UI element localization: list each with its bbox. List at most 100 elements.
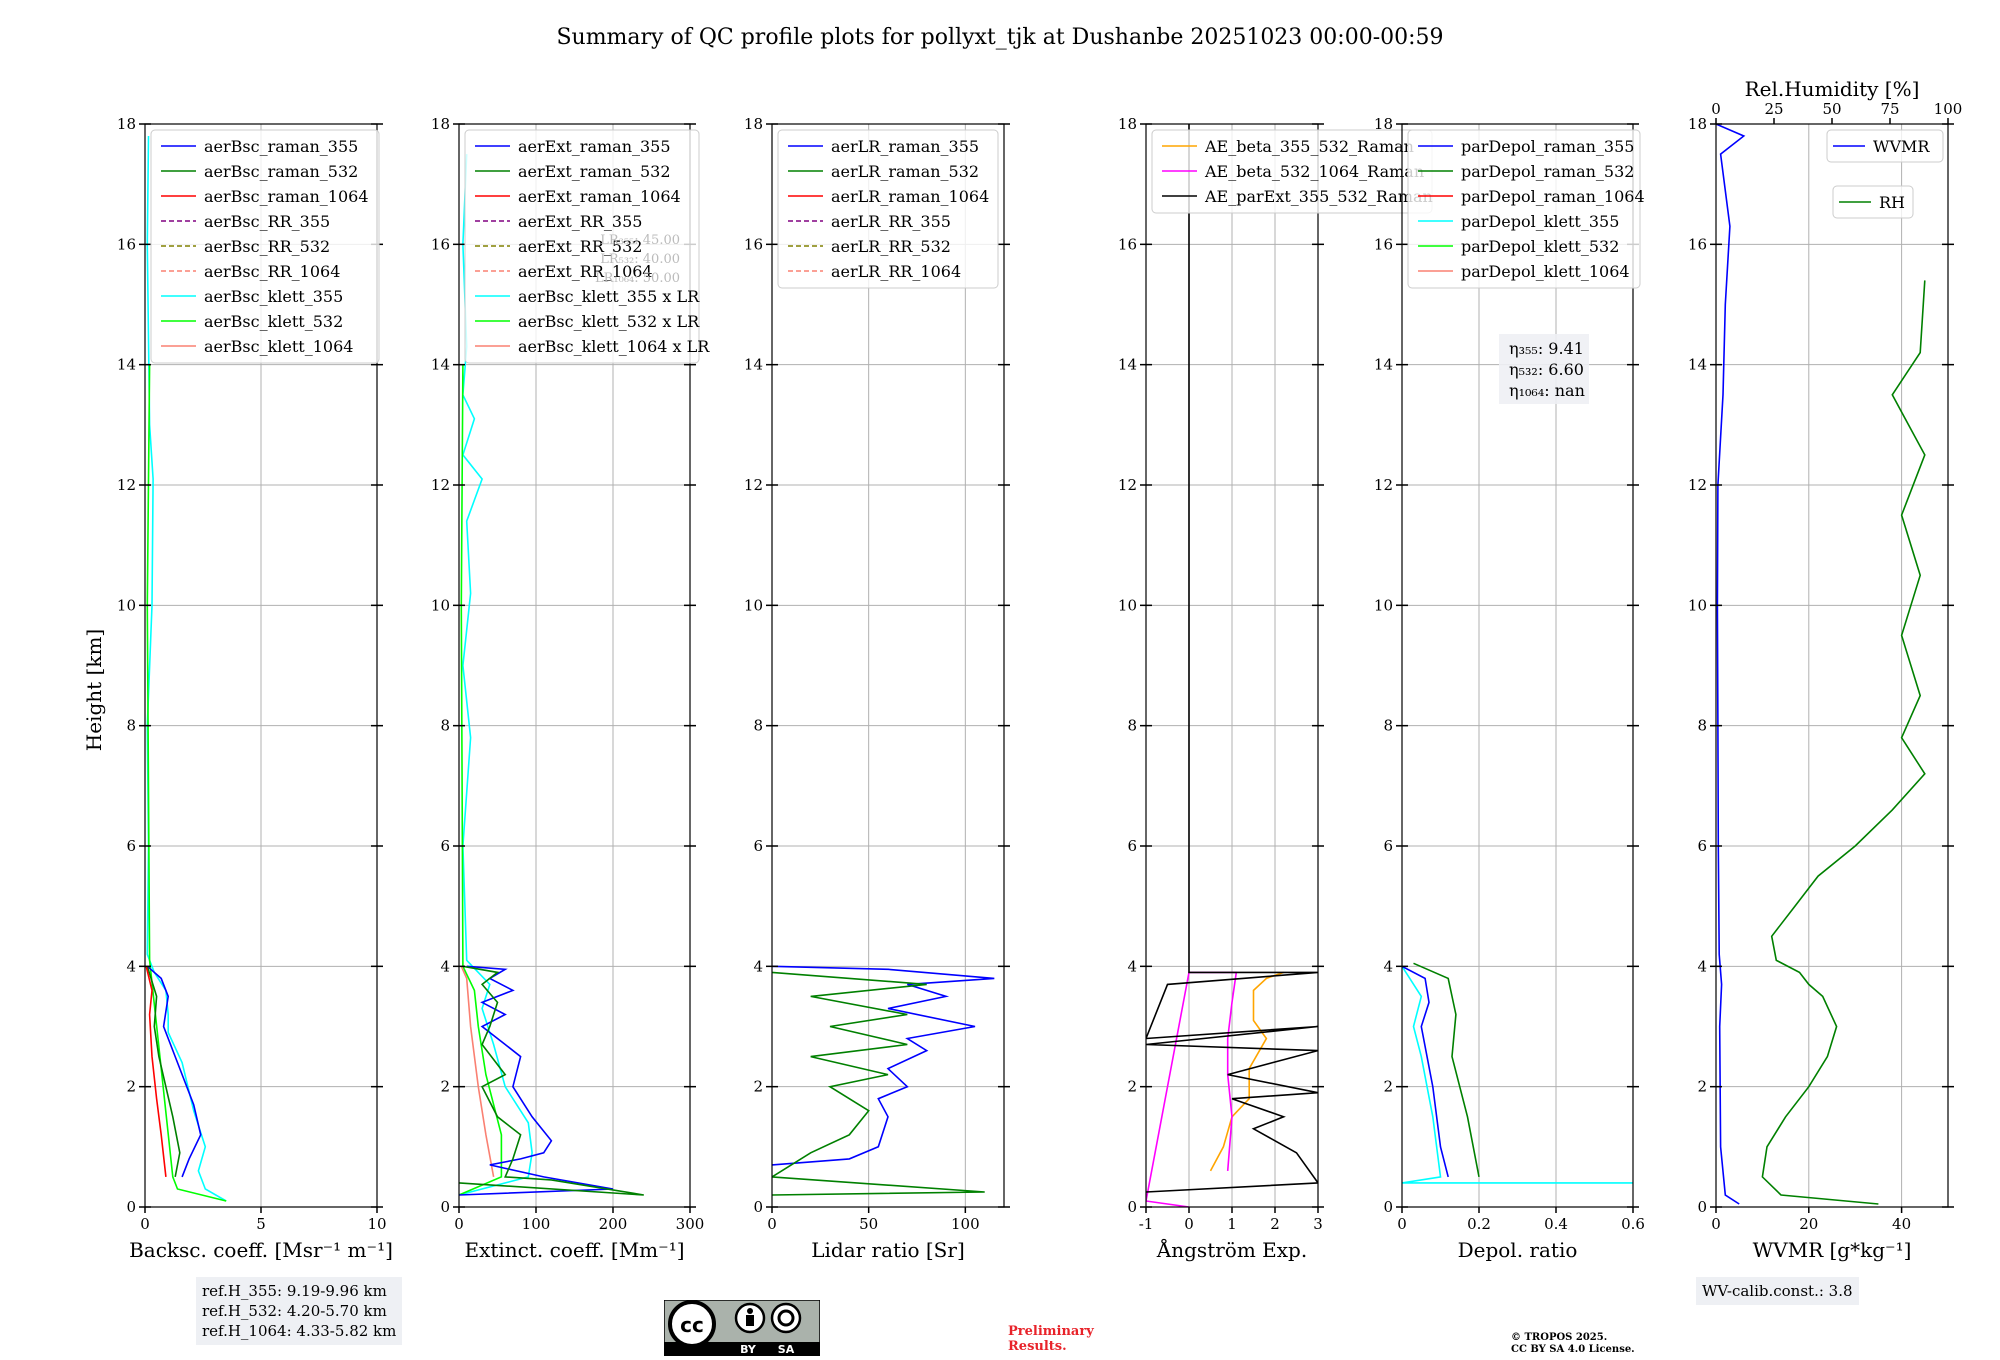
ref-height-1064: ref.H_1064: 4.33-5.82 km: [202, 1322, 397, 1340]
series-parDepol_raman_355: [1402, 965, 1449, 1178]
panel-ext: 0 2 4 6 8 10 12 14 16 18 0 100 200 300 Extinct. coeff.…: [431, 115, 710, 1262]
x-tick-label: 10: [367, 1215, 386, 1233]
x-tick-label: 1: [1227, 1215, 1237, 1233]
x-tick-label: 200: [599, 1215, 628, 1233]
legend-label: aerLR_RR_355: [831, 212, 951, 231]
legend-label: aerBsc_RR_532: [204, 237, 330, 256]
y-tick-label: 14: [431, 356, 450, 374]
axes-frame-ext: [458, 123, 691, 1208]
top-x-tick-label: 75: [1880, 100, 1899, 118]
x-tick-label: 0: [140, 1215, 150, 1233]
series-aerExt_raman_532: [459, 965, 644, 1196]
top-axis-label: Rel.Humidity [%]: [1745, 77, 1920, 101]
legend-label: aerLR_raman_532: [831, 162, 979, 181]
sa-share-alike-icon: [770, 1302, 802, 1334]
y-tick-label: 0: [753, 1198, 763, 1216]
y-tick-label: 10: [744, 596, 763, 614]
legend-label: aerBsc_klett_355: [204, 287, 343, 306]
legend-label: aerLR_raman_1064: [831, 187, 989, 206]
legend-label: aerBsc_klett_355 x LR: [518, 287, 700, 306]
series-aerBsc_raman_355: [146, 965, 202, 1178]
legend-label: aerExt_RR_1064: [518, 262, 653, 281]
x-tick-label: 0: [454, 1215, 464, 1233]
grid-ae: [1145, 123, 1319, 1208]
axes-frame-wv: [1715, 123, 1949, 1208]
series-aerLR_raman_355: [772, 965, 995, 1166]
y-tick-label: 14: [1118, 356, 1137, 374]
cc-by-sa-badge: cc BY SA: [664, 1300, 820, 1356]
legend-label: AE_beta_532_1064_Raman: [1204, 162, 1424, 181]
y-tick-label: 10: [1374, 596, 1393, 614]
y-tick-label: 12: [744, 476, 763, 494]
series-aerBsc_klett_532: [146, 364, 227, 1202]
y-tick-label: 18: [1688, 115, 1707, 133]
ref-height-532: ref.H_532: 4.20-5.70 km: [202, 1302, 387, 1320]
x-tick-label: 0: [767, 1215, 777, 1233]
series-group-depol: [1402, 962, 1633, 1184]
figure-title: Summary of QC profile plots for pollyxt_…: [556, 25, 1443, 50]
legend-box: [150, 129, 380, 364]
y-tick-label: 14: [117, 356, 136, 374]
x-tick-label: 300: [676, 1215, 705, 1233]
eta-value: η₅₃₂: 6.60: [1509, 360, 1584, 379]
y-tick-label: 10: [431, 596, 450, 614]
wv-calibration-box: WV-calib.const.: 3.8: [1696, 1277, 1859, 1305]
legend-ext: aerExt_raman_355 aerExt_raman_532 aerExt_r…: [464, 129, 710, 364]
lr-annotation: LR₃₅₅: 45.00: [600, 233, 680, 248]
y-tick-label: 0: [440, 1198, 450, 1216]
y-tick-label: 14: [1374, 356, 1393, 374]
legend-label: WVMR: [1873, 137, 1930, 156]
y-tick-label: 8: [753, 717, 763, 735]
series-aerBsc_raman_532: [146, 966, 181, 1178]
x-tick-label: 20: [1799, 1215, 1818, 1233]
panel-lr: 0 2 4 6 8 10 12 14 16 18 0 50 100 Lidar ratio [Sr] aer…: [744, 115, 1010, 1262]
y-tick-label: 6: [1697, 837, 1707, 855]
y-tick-label: 4: [440, 957, 450, 975]
legend-label: aerBsc_raman_532: [204, 162, 358, 181]
series-group-lr: [772, 965, 995, 1196]
top-x-tick-label: 100: [1934, 100, 1963, 118]
y-tick-label: 8: [126, 717, 136, 735]
y-tick-label: 0: [126, 1198, 136, 1216]
panel-bsc: 0 2 4 6 8 10 12 14 16 18 0 5 10 Backsc. coeff. [Msr⁻¹…: [117, 115, 393, 1262]
x-tick-label: 0: [1711, 1215, 1721, 1233]
x-tick-label: 40: [1892, 1215, 1911, 1233]
legend-box: [1407, 129, 1641, 289]
eta-box: [1499, 334, 1589, 404]
y-axis-label: Height [km]: [82, 629, 106, 751]
legend-label: parDepol_raman_1064: [1461, 187, 1645, 206]
y-tick-label: 6: [440, 837, 450, 855]
y-tick-label: 12: [431, 476, 450, 494]
cc-sa-label: SA: [778, 1343, 795, 1356]
y-tick-label: 0: [1127, 1198, 1137, 1216]
series-WVMR: [1716, 124, 1746, 1205]
y-tick-label: 16: [1688, 235, 1707, 253]
y-tick-label: 2: [753, 1078, 763, 1096]
y-tick-label: 18: [431, 115, 450, 133]
y-tick-label: 18: [1374, 115, 1393, 133]
legend-label: AE_beta_355_532_Raman: [1204, 137, 1414, 156]
legend-label: aerExt_RR_532: [518, 237, 642, 256]
x-axis-label-wv: WVMR [g*kg⁻¹]: [1753, 1238, 1912, 1262]
legend-label: aerBsc_klett_532 x LR: [518, 312, 700, 331]
y-tick-label: 18: [744, 115, 763, 133]
legend-lr: aerLR_raman_355 aerLR_raman_532 aerLR_rama…: [777, 129, 999, 289]
legend-label: aerExt_RR_355: [518, 212, 642, 231]
legend-label: parDepol_raman_355: [1461, 137, 1634, 156]
legend-bsc: aerBsc_raman_355 aerBsc_raman_532 aerBsc_r…: [150, 129, 380, 364]
grid-wv: [1715, 123, 1948, 1208]
series-parDepol_klett_355: [1402, 965, 1633, 1184]
y-tick-label: 16: [1374, 235, 1393, 253]
x-axis-label-ext: Extinct. coeff. [Mm⁻¹]: [464, 1238, 684, 1262]
x-tick-label: 50: [859, 1215, 878, 1233]
preliminary-line-2: Results.: [1008, 1339, 1067, 1354]
cc-logo-icon: cc: [668, 1300, 716, 1348]
y-tick-label: 16: [744, 235, 763, 253]
legend-label: aerBsc_klett_1064: [204, 337, 353, 356]
y-tick-label: 10: [1688, 596, 1707, 614]
series-AE_beta_355_532_Raman: [1209, 971, 1284, 1172]
x-axis-label-depol: Depol. ratio: [1458, 1238, 1578, 1262]
x-axis-label-ae: Ångström Exp.: [1156, 1237, 1307, 1262]
